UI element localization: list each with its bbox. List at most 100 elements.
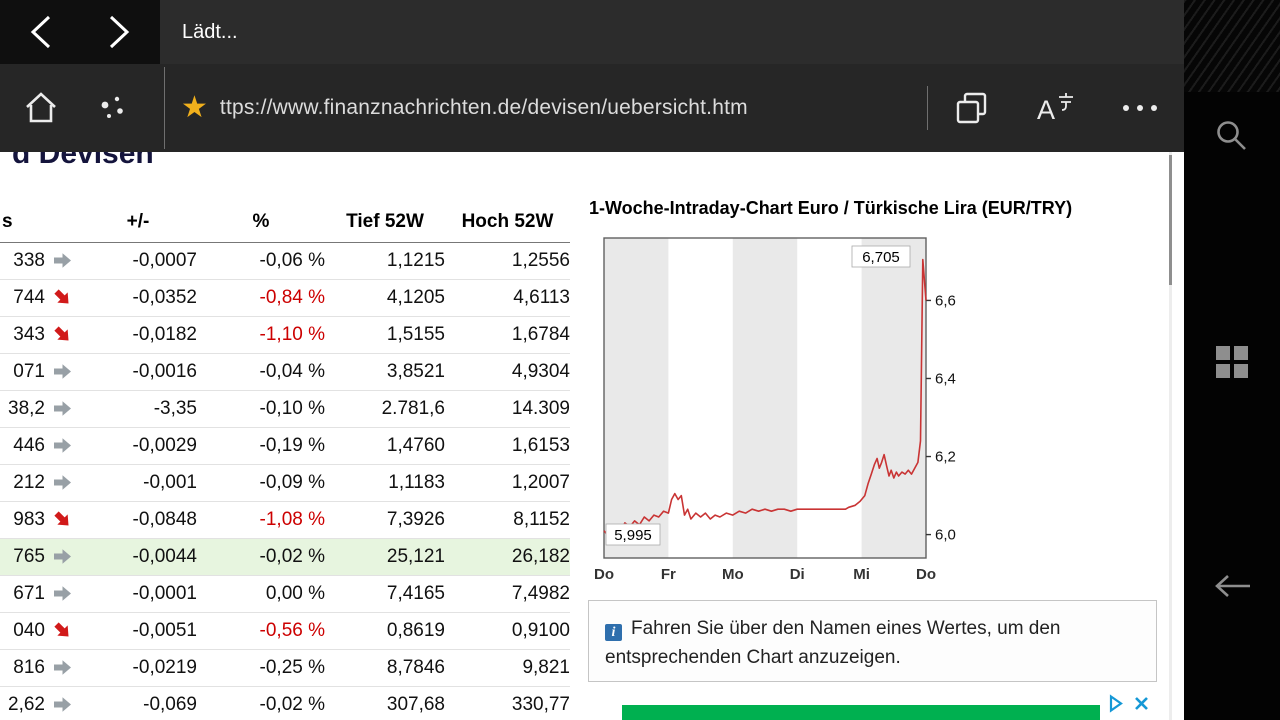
nav-arrows <box>0 0 160 64</box>
low-52w-value: 1,1183 <box>325 464 445 502</box>
change-value: -3,35 <box>79 390 197 428</box>
trend-cell <box>45 649 79 687</box>
percent-value: -0,10 % <box>197 390 325 428</box>
currency-row[interactable]: 983 -0,0848 -1,08 % 7,3926 8,1152 <box>0 501 570 539</box>
forward-button[interactable] <box>80 0 160 64</box>
high-52w-value: 1,2556 <box>445 242 570 280</box>
currency-row[interactable]: 765 -0,0044 -0,02 % 25,121 26,182 <box>0 538 570 576</box>
tabs-button[interactable] <box>928 64 1016 152</box>
chart-title: 1-Woche-Intraday-Chart Euro / Türkische … <box>589 198 1073 218</box>
recent-sites-button[interactable] <box>82 64 144 152</box>
high-52w-value: 330,77 <box>445 686 570 720</box>
page-scrollbar-thumb[interactable] <box>1169 155 1172 285</box>
trend-arrow-icon <box>53 438 71 454</box>
high-52w-value: 26,182 <box>445 538 570 576</box>
svg-text:6,705: 6,705 <box>862 249 900 266</box>
ad-banner[interactable] <box>604 692 1157 720</box>
percent-value: -0,84 % <box>197 279 325 317</box>
trend-cell <box>45 242 79 280</box>
ad-content[interactable] <box>622 705 1100 720</box>
high-52w-value: 1,2007 <box>445 464 570 502</box>
trend-cell <box>45 612 79 650</box>
chevron-right-icon <box>109 15 130 49</box>
currency-row[interactable]: 040 -0,0051 -0,56 % 0,8619 0,9100 <box>0 612 570 650</box>
currency-row[interactable]: 816 -0,0219 -0,25 % 8,7846 9,821 <box>0 649 570 687</box>
browser-tab[interactable]: Lädt... <box>160 0 238 64</box>
percent-value: -1,10 % <box>197 316 325 354</box>
svg-text:6,2: 6,2 <box>935 449 956 466</box>
system-navigation-bar <box>1184 0 1280 720</box>
kurs-value: 071 <box>0 353 45 391</box>
low-52w-value: 1,5155 <box>325 316 445 354</box>
page-content: d Devisen s +/- % Tief 52W Hoch 52W 338 <box>0 152 1184 720</box>
favorite-star-icon[interactable]: ★ <box>181 91 208 124</box>
kurs-value: 338 <box>0 242 45 280</box>
trend-cell <box>45 427 79 465</box>
header-trend <box>45 202 79 243</box>
trend-cell <box>45 538 79 576</box>
trend-cell <box>45 464 79 502</box>
trend-arrow-icon <box>53 401 71 417</box>
kurs-value: 343 <box>0 316 45 354</box>
start-button[interactable] <box>1184 326 1280 398</box>
url-field[interactable]: ★ ttps://www.finanznachrichten.de/devise… <box>165 64 927 152</box>
trend-arrow-icon <box>53 660 71 676</box>
change-value: -0,0001 <box>79 575 197 613</box>
font-translate-icon: A <box>1037 93 1073 125</box>
change-value: -0,0007 <box>79 242 197 280</box>
svg-text:5,995: 5,995 <box>614 527 652 544</box>
trend-arrow-icon <box>53 364 71 380</box>
more-button[interactable] <box>1096 64 1184 152</box>
address-separator-left <box>164 67 165 149</box>
currency-row[interactable]: 338 -0,0007 -0,06 % 1,1215 1,2556 <box>0 242 570 280</box>
svg-text:6,6: 6,6 <box>935 292 956 309</box>
trend-cell <box>45 686 79 720</box>
trend-arrow-icon <box>53 289 69 304</box>
high-52w-value: 14.309 <box>445 390 570 428</box>
currency-row[interactable]: 343 -0,0182 -1,10 % 1,5155 1,6784 <box>0 316 570 354</box>
high-52w-value: 1,6153 <box>445 427 570 465</box>
svg-text:Mi: Mi <box>853 566 870 583</box>
svg-text:Do: Do <box>594 566 614 583</box>
currency-row[interactable]: 071 -0,0016 -0,04 % 3,8521 4,9304 <box>0 353 570 391</box>
info-icon: i <box>605 624 622 641</box>
kurs-value: 671 <box>0 575 45 613</box>
ad-close-icon[interactable] <box>1132 694 1151 713</box>
page-heading-clipped: d Devisen <box>12 152 154 168</box>
home-button[interactable] <box>0 64 82 152</box>
adchoices-icon[interactable] <box>1106 694 1125 713</box>
low-52w-value: 25,121 <box>325 538 445 576</box>
currency-row[interactable]: 212 -0,001 -0,09 % 1,1183 1,2007 <box>0 464 570 502</box>
low-52w-value: 307,68 <box>325 686 445 720</box>
kurs-value: 2,62 <box>0 686 45 720</box>
table-header-row: s +/- % Tief 52W Hoch 52W <box>0 202 570 243</box>
currency-row[interactable]: 671 -0,0001 0,00 % 7,4165 7,4982 <box>0 575 570 613</box>
percent-value: -1,08 % <box>197 501 325 539</box>
info-text: Fahren Sie über den Namen eines Wertes, … <box>605 618 1061 669</box>
change-value: -0,0051 <box>79 612 197 650</box>
page-scrollbar-track <box>1169 152 1172 720</box>
currency-row[interactable]: 744 -0,0352 -0,84 % 4,1205 4,6113 <box>0 279 570 317</box>
currency-row[interactable]: 38,2 -3,35 -0,10 % 2.781,6 14.309 <box>0 390 570 428</box>
chevron-left-icon <box>30 15 51 49</box>
kurs-value: 040 <box>0 612 45 650</box>
trend-arrow-icon <box>53 586 71 602</box>
percent-value: -0,06 % <box>197 242 325 280</box>
trend-arrow-icon <box>53 326 69 341</box>
currency-row[interactable]: 2,62 -0,069 -0,02 % 307,68 330,77 <box>0 686 570 720</box>
back-button[interactable] <box>0 0 80 64</box>
low-52w-value: 1,1215 <box>325 242 445 280</box>
back-arrow-icon <box>1215 575 1250 597</box>
text-size-button[interactable]: A <box>1016 64 1096 152</box>
trend-arrow-icon <box>53 697 71 713</box>
currency-row[interactable]: 446 -0,0029 -0,19 % 1,4760 1,6153 <box>0 427 570 465</box>
change-value: -0,0029 <box>79 427 197 465</box>
change-value: -0,0182 <box>79 316 197 354</box>
kurs-value: 765 <box>0 538 45 576</box>
search-button[interactable] <box>1184 100 1280 172</box>
high-52w-value: 1,6784 <box>445 316 570 354</box>
low-52w-value: 1,4760 <box>325 427 445 465</box>
low-52w-value: 7,3926 <box>325 501 445 539</box>
svg-text:6,4: 6,4 <box>935 370 956 387</box>
system-back-button[interactable] <box>1184 550 1280 622</box>
